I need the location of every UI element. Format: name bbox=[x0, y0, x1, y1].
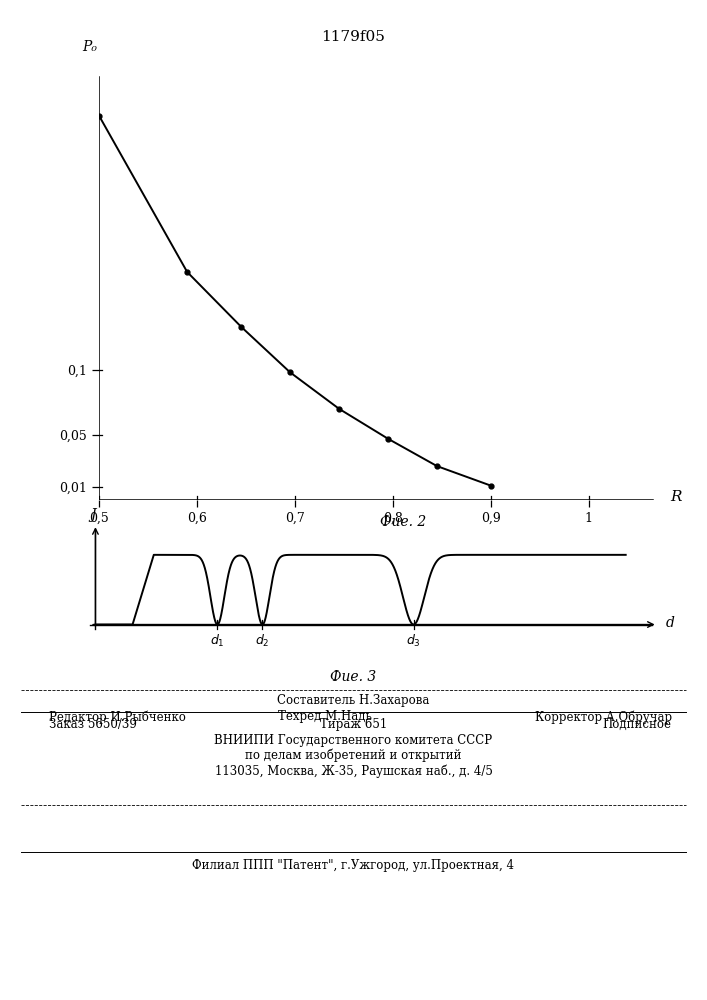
Text: Подписное: Подписное bbox=[602, 718, 672, 731]
Text: $d_1$: $d_1$ bbox=[210, 633, 225, 649]
Text: $d_2$: $d_2$ bbox=[255, 633, 270, 649]
Text: Заказ 5650/39: Заказ 5650/39 bbox=[49, 718, 137, 731]
Text: по делам изобретений и открытий: по делам изобретений и открытий bbox=[245, 749, 462, 762]
Text: J: J bbox=[90, 508, 95, 522]
Text: Филиал ППП "Патент", г.Ужгород, ул.Проектная, 4: Филиал ППП "Патент", г.Ужгород, ул.Проек… bbox=[192, 859, 515, 872]
Text: R: R bbox=[670, 490, 682, 504]
Text: 1179f05: 1179f05 bbox=[322, 30, 385, 44]
Text: $d_3$: $d_3$ bbox=[407, 633, 421, 649]
Text: ВНИИПИ Государственного комитета СССР: ВНИИПИ Государственного комитета СССР bbox=[214, 734, 493, 747]
Text: Составитель Н.Захарова: Составитель Н.Захарова bbox=[277, 694, 430, 707]
Text: Фие. 2: Фие. 2 bbox=[380, 515, 426, 529]
Text: 113035, Москва, Ж-35, Раушская наб., д. 4/5: 113035, Москва, Ж-35, Раушская наб., д. … bbox=[214, 764, 493, 778]
Text: Корректор А.Обручар: Корректор А.Обручар bbox=[534, 710, 672, 724]
Text: Редактор И.Рыбченко: Редактор И.Рыбченко bbox=[49, 710, 187, 724]
Text: Тираж 651: Тираж 651 bbox=[320, 718, 387, 731]
Text: Техред М.Надь: Техред М.Надь bbox=[279, 710, 372, 723]
Text: Фие. 3: Фие. 3 bbox=[330, 670, 377, 684]
Text: d: d bbox=[665, 616, 674, 630]
Text: P₀: P₀ bbox=[82, 40, 97, 54]
